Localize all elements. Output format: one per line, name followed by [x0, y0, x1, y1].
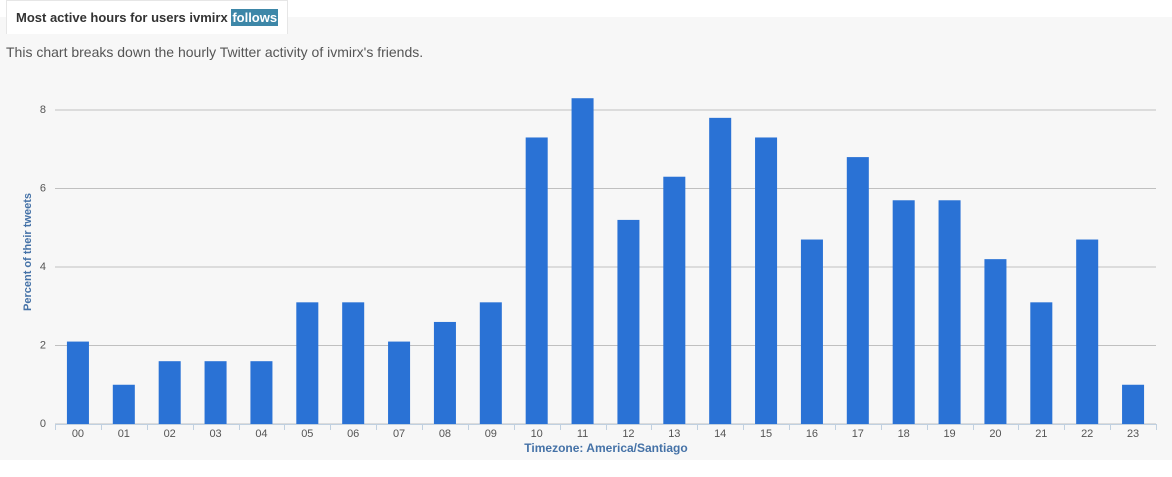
bar	[342, 302, 365, 424]
x-tick-label: 08	[439, 428, 451, 440]
x-tick-label: 17	[852, 428, 864, 440]
bar	[938, 200, 961, 424]
header-tab: Most active hours for users ivmirx follo…	[6, 0, 289, 34]
x-tick-label: 19	[943, 428, 955, 440]
bar	[800, 239, 823, 424]
bar	[984, 259, 1007, 424]
x-tick-label: 12	[622, 428, 634, 440]
bar	[112, 384, 135, 424]
y-tick-label: 6	[40, 182, 46, 194]
x-tick-label: 21	[1035, 428, 1047, 440]
bar	[663, 176, 686, 424]
y-tick-label: 4	[40, 261, 46, 273]
x-tick-label: 22	[1081, 428, 1093, 440]
x-tick-label: 16	[806, 428, 818, 440]
bar	[1076, 239, 1099, 424]
bar	[296, 302, 319, 424]
x-tick-label: 05	[301, 428, 313, 440]
x-tick-label: 11	[577, 428, 588, 440]
bar	[250, 361, 273, 424]
bar	[892, 200, 915, 424]
header-highlight[interactable]: follows	[231, 9, 279, 26]
x-tick-label: 09	[485, 428, 497, 440]
x-tick-label: 15	[760, 428, 772, 440]
bar	[1030, 302, 1053, 424]
bar	[66, 341, 89, 424]
x-tick-label: 00	[72, 428, 84, 440]
bar	[571, 98, 594, 424]
y-tick-label: 2	[40, 339, 46, 351]
bar	[158, 361, 181, 424]
x-tick-label: 07	[393, 428, 405, 440]
x-tick-label: 18	[898, 428, 910, 440]
x-tick-label: 20	[989, 428, 1001, 440]
bar	[755, 137, 778, 424]
x-tick-label: 06	[347, 428, 359, 440]
x-tick-label: 23	[1127, 428, 1139, 440]
bar	[388, 341, 411, 424]
x-tick-label: 03	[209, 428, 221, 440]
x-axis-title: Timezone: America/Santiago	[524, 441, 687, 455]
x-tick-label: 13	[668, 428, 680, 440]
bar	[525, 137, 548, 424]
x-tick-label: 02	[164, 428, 176, 440]
bar	[204, 361, 227, 424]
y-tick-label: 0	[40, 418, 46, 430]
bar	[709, 117, 732, 424]
bar	[846, 157, 869, 424]
x-tick-label: 04	[255, 428, 267, 440]
description: This chart breaks down the hourly Twitte…	[6, 44, 424, 60]
bar	[479, 302, 502, 424]
x-tick-label: 01	[118, 428, 130, 440]
x-tick-label: 14	[714, 428, 726, 440]
x-tick-label: 10	[531, 428, 543, 440]
bar	[1122, 384, 1145, 424]
y-tick-label: 8	[40, 104, 46, 116]
y-axis-title: Percent of their tweets	[22, 193, 34, 311]
header-title: Most active hours for users ivmirx	[16, 10, 228, 25]
bar	[617, 219, 640, 424]
bar	[433, 321, 456, 424]
